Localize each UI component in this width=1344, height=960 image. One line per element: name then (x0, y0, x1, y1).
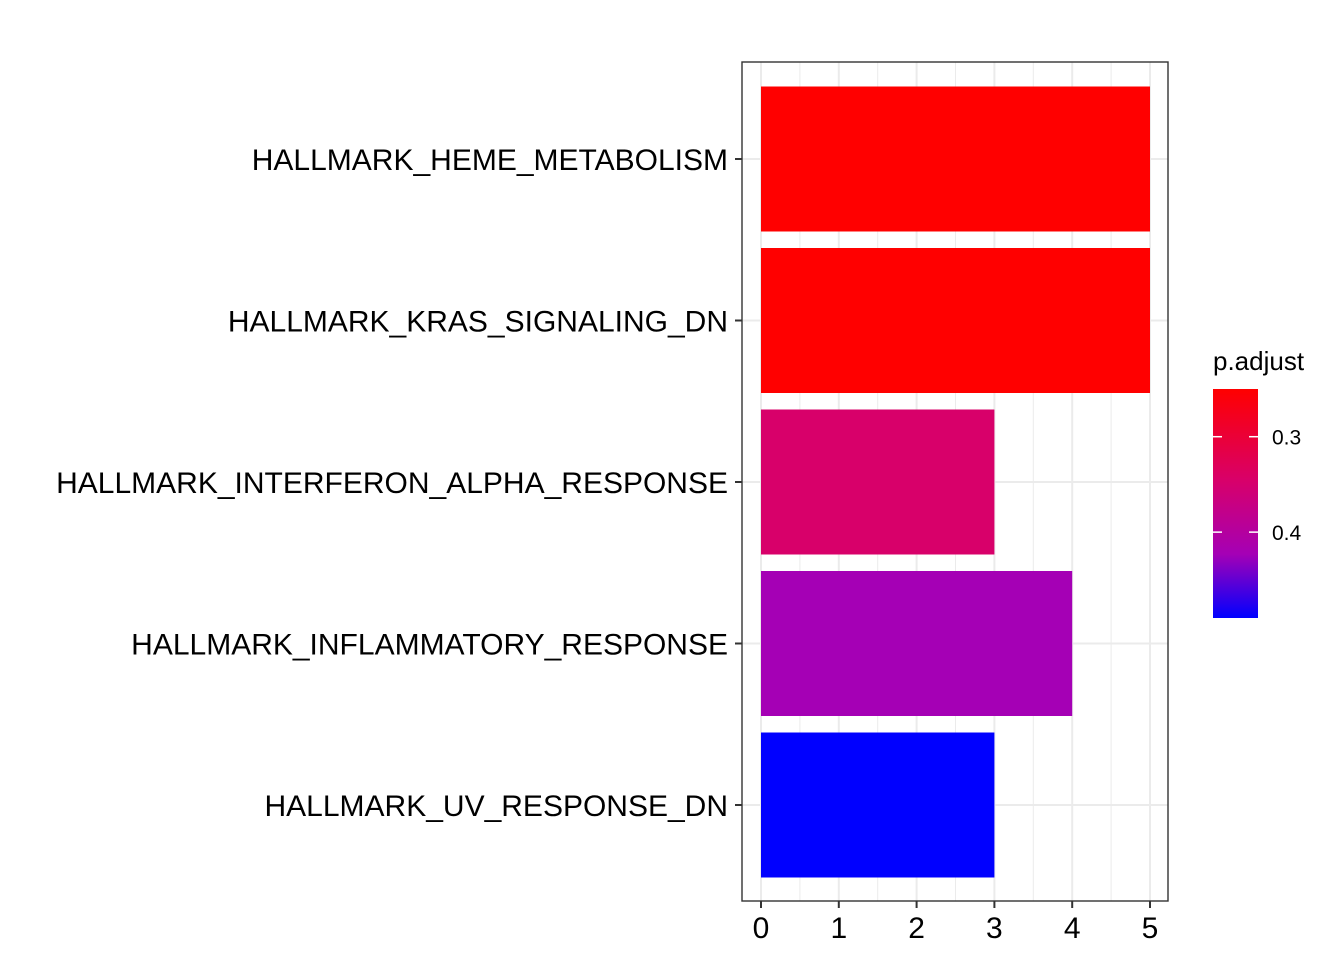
legend-colorbar (1213, 389, 1258, 618)
y-tick-label: HALLMARK_INFLAMMATORY_RESPONSE (131, 629, 728, 662)
bar (761, 248, 1150, 393)
y-tick-label: HALLMARK_UV_RESPONSE_DN (265, 790, 729, 823)
bar (761, 571, 1073, 716)
legend-tick-label: 0.3 (1272, 427, 1301, 450)
x-tick-label: 1 (830, 912, 847, 945)
x-tick-label: 3 (986, 912, 1003, 945)
y-tick-label: HALLMARK_KRAS_SIGNALING_DN (228, 306, 728, 339)
bar (761, 86, 1150, 232)
x-tick-label: 5 (1142, 912, 1159, 945)
x-tick-label: 2 (908, 912, 925, 945)
y-tick-label: HALLMARK_INTERFERON_ALPHA_RESPONSE (56, 467, 728, 500)
bars (761, 86, 1150, 878)
color-legend: p.adjust 0.3 0.4 (1213, 346, 1305, 618)
x-tick-label: 0 (753, 912, 770, 945)
x-axis: 0 1 2 3 4 5 (753, 901, 1159, 945)
legend-ticks: 0.3 0.4 (1213, 427, 1302, 545)
legend-title: p.adjust (1213, 346, 1305, 376)
y-tick-label: HALLMARK_HEME_METABOLISM (252, 144, 728, 177)
legend-tick-label: 0.4 (1272, 522, 1302, 545)
y-axis: HALLMARK_HEME_METABOLISM HALLMARK_KRAS_SI… (56, 144, 742, 823)
bar (761, 409, 995, 555)
x-tick-label: 4 (1064, 912, 1081, 945)
bar (761, 732, 995, 878)
